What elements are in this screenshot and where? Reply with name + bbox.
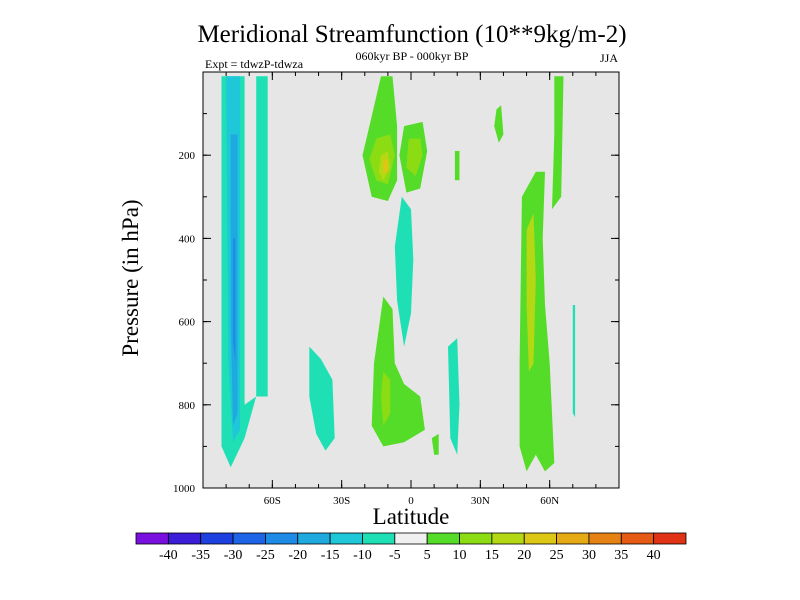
chart-subtitle-left: Expt = tdwzP-tdwza xyxy=(205,57,304,71)
y-tick-label: 800 xyxy=(179,400,196,412)
colorbar-swatch xyxy=(297,532,331,545)
chart-title: Meridional Streamfunction (10**9kg/m-2) xyxy=(197,21,626,48)
contour-region xyxy=(394,196,414,347)
colorbar-swatch xyxy=(588,532,622,545)
contour-region xyxy=(454,151,460,181)
x-tick-label: 60S xyxy=(264,495,281,507)
colorbar-swatch xyxy=(491,532,525,545)
colorbar-swatch xyxy=(459,532,493,545)
x-axis-label: Latitude xyxy=(373,504,450,529)
colorbar-swatch xyxy=(394,532,428,545)
contour-region xyxy=(494,105,504,143)
colorbar-swatch xyxy=(556,532,590,545)
contour-region xyxy=(309,346,335,451)
colorbar-label: 20 xyxy=(517,548,531,563)
colorbar-swatch xyxy=(653,532,687,545)
colorbar-swatch xyxy=(232,532,266,545)
colorbar-label: 5 xyxy=(424,548,431,563)
contour-region xyxy=(526,213,536,372)
y-tick-label: 600 xyxy=(179,317,196,329)
x-tick-label: 0 xyxy=(408,495,414,507)
contour-region xyxy=(233,238,236,364)
colorbar-label: 10 xyxy=(453,548,467,563)
colorbar-label: 30 xyxy=(582,548,596,563)
y-tick-label: 400 xyxy=(179,233,196,245)
colorbar-label: -10 xyxy=(353,548,372,563)
contour-region xyxy=(406,138,423,176)
colorbar-label: 40 xyxy=(647,548,661,563)
colorbar-label: -15 xyxy=(321,548,340,563)
colorbar-label: -35 xyxy=(191,548,210,563)
colorbar-swatch xyxy=(362,532,396,545)
y-tick-label: 200 xyxy=(179,150,196,162)
x-tick-label: 60N xyxy=(540,495,559,507)
colorbar-swatch xyxy=(523,532,557,545)
colorbar-label: 25 xyxy=(550,548,564,563)
contour-regions xyxy=(221,76,576,472)
colorbar-swatch xyxy=(135,532,169,545)
colorbar-swatch xyxy=(265,532,299,545)
axis-ticks: 60S 30S 0 30N 60N 200 400 600 800 1000 xyxy=(173,72,619,507)
colorbar-label: -20 xyxy=(288,548,307,563)
colorbar-label: -40 xyxy=(159,548,178,563)
colorbar-label: -5 xyxy=(389,548,401,563)
colorbar-swatch xyxy=(329,532,363,545)
colorbar-swatch xyxy=(200,532,234,545)
x-tick-label: 30S xyxy=(333,495,350,507)
y-tick-label: 1000 xyxy=(173,483,196,495)
colorbar-swatch xyxy=(167,532,202,545)
contour-region xyxy=(381,371,391,426)
contour-region xyxy=(383,159,388,174)
colorbar: -40 -35 -30 -25 -20 -15 -10 -5 5 10 15 20 25 30 35 40 xyxy=(135,532,687,563)
colorbar-label: 15 xyxy=(485,548,499,563)
y-axis-label: Pressure (in hPa) xyxy=(118,199,143,356)
contour-region xyxy=(552,76,564,210)
colorbar-label: -30 xyxy=(224,548,243,563)
colorbar-swatch xyxy=(620,532,655,545)
colorbar-label: 35 xyxy=(614,548,628,563)
colorbar-label: -25 xyxy=(256,548,275,563)
chart-subtitle-center: 060kyr BP - 000kyr BP xyxy=(356,49,469,63)
contour-region xyxy=(448,338,460,455)
x-tick-label: 30N xyxy=(471,495,490,507)
contour-region xyxy=(572,305,576,418)
contour-region xyxy=(256,76,268,397)
contour-region xyxy=(431,433,439,455)
chart-subtitle-right: JJA xyxy=(600,51,618,65)
colorbar-swatch xyxy=(426,532,460,545)
